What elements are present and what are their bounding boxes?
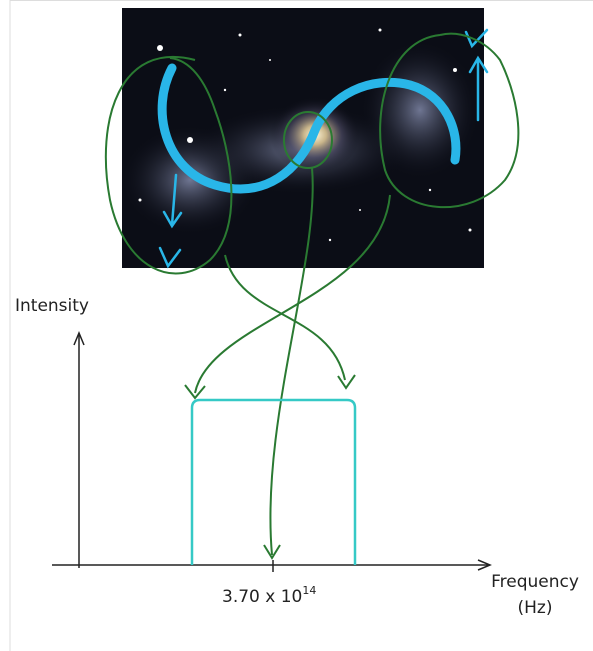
tick-label: 3.70 x 1014 xyxy=(222,584,316,607)
x-axis-label: Frequency xyxy=(491,572,579,592)
galaxy-image xyxy=(120,8,484,268)
x-axis-unit: (Hz) xyxy=(518,598,553,618)
diagram: Intensity Frequency (Hz) 3.70 x 1014 xyxy=(0,0,593,651)
y-axis-label: Intensity xyxy=(15,296,89,316)
page: {"axes": {"y_label": "Intensity", "x_lab… xyxy=(0,0,593,651)
spectrum-line xyxy=(192,400,355,565)
tick-mantissa: 3.70 x 10 xyxy=(222,587,302,607)
tick-exponent: 14 xyxy=(302,584,316,597)
